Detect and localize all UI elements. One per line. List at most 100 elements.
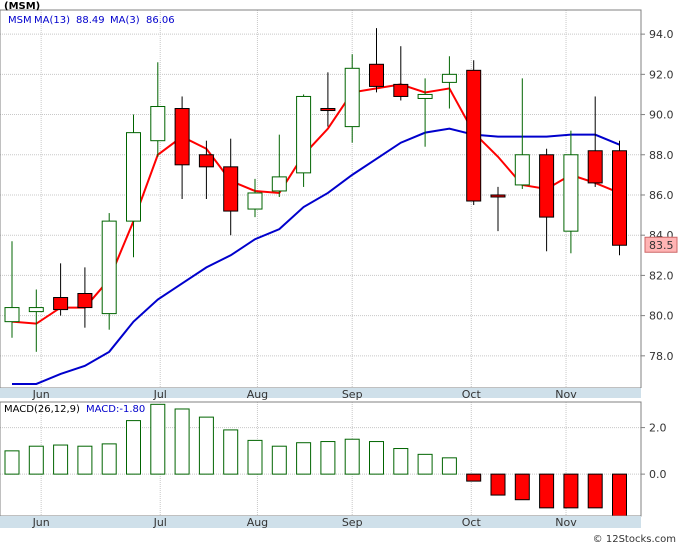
candle-body: [247, 192, 263, 210]
candle-body: [101, 220, 117, 315]
candle-body: [612, 150, 627, 246]
candle-body: [417, 93, 433, 99]
candle: [223, 138, 239, 236]
watermark: © 12Stocks.com: [593, 534, 676, 545]
candle: [466, 60, 482, 206]
macd-bar: [612, 473, 627, 517]
macd-bar: [393, 448, 409, 475]
month-label: Aug: [247, 388, 268, 401]
macd-bar: [563, 473, 579, 509]
macd-bar: [271, 445, 287, 475]
macd-bar: [514, 473, 530, 501]
month-label: Sep: [342, 388, 363, 401]
price-tick-label: 78.0: [649, 350, 674, 363]
price-tick-label: 88.0: [649, 149, 674, 162]
ma13-path: [12, 127, 620, 385]
macd-y-axis: 2.0 0.0: [641, 422, 667, 481]
candle: [441, 56, 457, 109]
macd-bar: [53, 444, 69, 475]
month-label: Oct: [462, 516, 482, 529]
candle: [490, 186, 506, 232]
candle: [247, 178, 263, 218]
candle-body: [514, 154, 530, 186]
macd-bar: [441, 457, 457, 475]
candle-body: [369, 63, 384, 87]
price-plot-area: [0, 10, 641, 388]
price-tick-label: 92.0: [649, 68, 674, 81]
macd-bar: [466, 473, 482, 482]
candle: [4, 241, 20, 338]
macd-month-strip: [0, 516, 641, 528]
month-label: Jun: [32, 388, 50, 401]
candle: [198, 140, 214, 199]
candle-body: [490, 194, 506, 198]
candle-body: [539, 154, 555, 218]
candle-body: [77, 293, 93, 309]
candle: [271, 134, 287, 197]
legend-symbol: MSM: [8, 15, 32, 26]
month-label: Sep: [342, 516, 363, 529]
candle-body: [198, 154, 214, 168]
last-price-tag: 83.5: [644, 236, 678, 253]
candle-body: [150, 106, 166, 142]
candle-body: [296, 95, 312, 174]
candle-body: [53, 297, 69, 311]
price-month-labels: Jun Jul Aug Sep Oct Nov: [32, 388, 578, 401]
macd-bar: [77, 445, 93, 475]
month-label: Nov: [555, 388, 577, 401]
macd-bar: [539, 473, 555, 509]
candle-body: [126, 132, 141, 222]
macd-bar: [247, 439, 263, 475]
candle: [77, 267, 93, 328]
macd-bar: [223, 429, 239, 475]
candle: [296, 94, 312, 187]
candle-body: [320, 108, 336, 112]
macd-bar: [150, 403, 166, 475]
macd-panel: 2.0 0.0 MACD(26,12,9) MACD:-1.80: [0, 401, 667, 517]
candle-body: [271, 176, 287, 192]
macd-histogram: [4, 403, 627, 517]
candle-body: [563, 154, 579, 232]
candle-body: [441, 73, 457, 83]
legend-ma13-label: MA(13): [34, 15, 70, 26]
candle-body: [587, 150, 603, 184]
candle: [320, 72, 336, 127]
month-label: Jul: [153, 516, 167, 529]
candle-body: [174, 108, 190, 166]
candle: [612, 140, 627, 256]
macd-bar: [369, 441, 384, 475]
candle: [539, 148, 555, 252]
candle: [53, 263, 69, 316]
candle: [393, 46, 409, 101]
candle: [101, 213, 117, 330]
price-month-strip: [0, 388, 641, 398]
macd-month-labels: Jun Jul Aug Sep Oct Nov: [32, 516, 578, 529]
macd-tick-label: 2.0: [649, 422, 667, 435]
price-y-axis: 94.092.090.088.086.084.082.080.078.0: [641, 28, 674, 363]
price-tick-label: 86.0: [649, 189, 674, 202]
last-price-box: [644, 236, 678, 253]
candle: [587, 96, 603, 187]
last-price-label: 83.5: [649, 239, 674, 252]
macd-bar: [296, 442, 312, 475]
candle-body: [28, 307, 44, 313]
month-label: Jun: [32, 516, 50, 529]
ticker-title: (MSM): [4, 1, 40, 12]
macd-tick-label: 0.0: [649, 468, 667, 481]
price-legend: (MSM) MSM MA(13) 88.49 MA(3) 86.06: [4, 1, 175, 26]
candle-body: [344, 67, 360, 128]
macd-bar: [587, 473, 603, 509]
candle: [344, 54, 360, 143]
candle: [417, 78, 433, 147]
macd-bar: [4, 450, 20, 475]
price-tick-label: 80.0: [649, 310, 674, 323]
macd-bar: [101, 443, 117, 475]
candle-body: [223, 166, 239, 212]
month-label: Aug: [247, 516, 268, 529]
candle-body: [4, 307, 20, 323]
legend-ma3-label: MA(3): [110, 15, 140, 26]
candle: [174, 96, 190, 199]
macd-bar: [320, 441, 336, 475]
candle: [150, 62, 166, 157]
